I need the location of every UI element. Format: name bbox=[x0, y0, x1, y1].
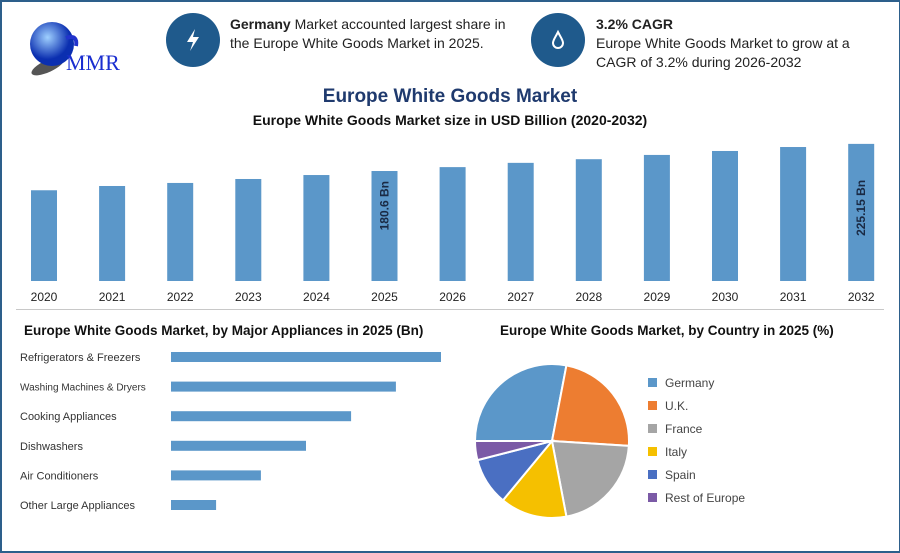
bar-2031 bbox=[780, 147, 807, 281]
bar-2022 bbox=[167, 182, 194, 281]
category-label: Dishwashers bbox=[20, 441, 83, 453]
country-pie-chart bbox=[473, 363, 630, 519]
legend-swatch bbox=[648, 447, 657, 456]
appliance-chart-title: Europe White Goods Market, by Major Appl… bbox=[24, 323, 424, 338]
x-tick-label: 2023 bbox=[235, 290, 262, 304]
x-tick-label: 2029 bbox=[644, 290, 671, 304]
legend-item: U.K. bbox=[648, 394, 745, 417]
legend-label: Italy bbox=[665, 444, 688, 459]
bar-2021 bbox=[99, 185, 126, 281]
hbar-4 bbox=[171, 470, 261, 481]
globe-icon bbox=[30, 22, 79, 76]
category-label: Cooking Appliances bbox=[20, 411, 117, 423]
data-label-2032: 225.15 Bn bbox=[854, 180, 868, 236]
bar-2032 bbox=[848, 143, 875, 281]
data-label-2025: 180.6 Bn bbox=[378, 181, 392, 230]
legend-label: U.K. bbox=[665, 398, 689, 413]
legend-item: Italy bbox=[648, 440, 745, 463]
x-tick-label: 2028 bbox=[575, 290, 602, 304]
logo: MMR bbox=[28, 16, 138, 76]
slice-U.K. bbox=[550, 364, 630, 447]
info-germany: Germany Market accounted largest share i… bbox=[230, 16, 506, 51]
main-title: Europe White Goods Market bbox=[322, 86, 578, 107]
bar-chart-title: Europe White Goods Market size in USD Bi… bbox=[252, 112, 648, 128]
legend-swatch bbox=[648, 401, 657, 410]
hbar-2 bbox=[171, 411, 352, 422]
slice-Germany bbox=[473, 363, 568, 442]
pie-legend: Germany U.K. France Italy Spain Rest of Europ… bbox=[648, 371, 745, 509]
x-tick-label: 2024 bbox=[303, 290, 330, 304]
info-cagr: 3.2% CAGR Europe White Goods Market to g… bbox=[596, 16, 850, 70]
lightning-icon bbox=[166, 13, 220, 67]
drop-icon bbox=[531, 13, 585, 67]
x-tick-label: 2022 bbox=[167, 290, 194, 304]
legend-item: Germany bbox=[648, 371, 745, 394]
divider bbox=[16, 309, 884, 310]
country-chart-title: Europe White Goods Market, by Country in… bbox=[500, 323, 834, 338]
legend-item: Rest of Europe bbox=[648, 486, 745, 509]
x-tick-label: 2027 bbox=[507, 290, 534, 304]
appliance-bar-chart: Refrigerators & Freezers Washing Machines… bbox=[20, 352, 441, 512]
legend-swatch bbox=[648, 493, 657, 502]
bar-2029 bbox=[643, 154, 670, 281]
market-size-bar-chart: 2020 2021 2022 2023 2024 2025 180.6 Bn 2026 2027… bbox=[31, 143, 875, 304]
slice-France bbox=[550, 439, 630, 518]
legend-swatch bbox=[648, 424, 657, 433]
category-label: Refrigerators & Freezers bbox=[20, 352, 141, 364]
x-tick-label: 2021 bbox=[99, 290, 126, 304]
legend-item: Spain bbox=[648, 463, 745, 486]
hbar-3 bbox=[171, 440, 306, 451]
slice-Rest of Europe bbox=[473, 440, 553, 462]
bar-2023 bbox=[235, 178, 262, 281]
bar-2025 bbox=[371, 171, 398, 281]
hbar-5 bbox=[171, 500, 217, 510]
legend-label: Spain bbox=[665, 467, 696, 482]
hbar-1 bbox=[171, 381, 396, 392]
bar-2024 bbox=[303, 175, 330, 281]
category-label: Washing Machines & Dryers bbox=[20, 383, 146, 394]
bar-2030 bbox=[712, 150, 738, 281]
x-tick-label: 2032 bbox=[848, 290, 875, 304]
legend-swatch bbox=[648, 470, 657, 479]
bar-2026 bbox=[439, 167, 466, 281]
legend-label: Rest of Europe bbox=[665, 490, 746, 505]
x-tick-label: 2026 bbox=[439, 290, 466, 304]
category-label: Air Conditioners bbox=[20, 470, 99, 482]
bar-2020 bbox=[31, 190, 57, 281]
legend-label: Germany bbox=[665, 375, 715, 390]
category-label: Other Large Appliances bbox=[20, 500, 135, 512]
x-tick-label: 2031 bbox=[780, 290, 807, 304]
x-tick-label: 2025 bbox=[371, 290, 398, 304]
bar-2028 bbox=[575, 159, 602, 281]
legend-label: France bbox=[665, 421, 703, 436]
hbar-0 bbox=[171, 352, 441, 362]
legend-swatch bbox=[648, 378, 657, 387]
x-tick-label: 2020 bbox=[31, 290, 58, 304]
legend-item: France bbox=[648, 417, 745, 440]
slice-Italy bbox=[501, 438, 568, 519]
logo-text: MMR bbox=[66, 50, 120, 75]
x-tick-label: 2030 bbox=[712, 290, 739, 304]
bar-2027 bbox=[507, 162, 534, 281]
